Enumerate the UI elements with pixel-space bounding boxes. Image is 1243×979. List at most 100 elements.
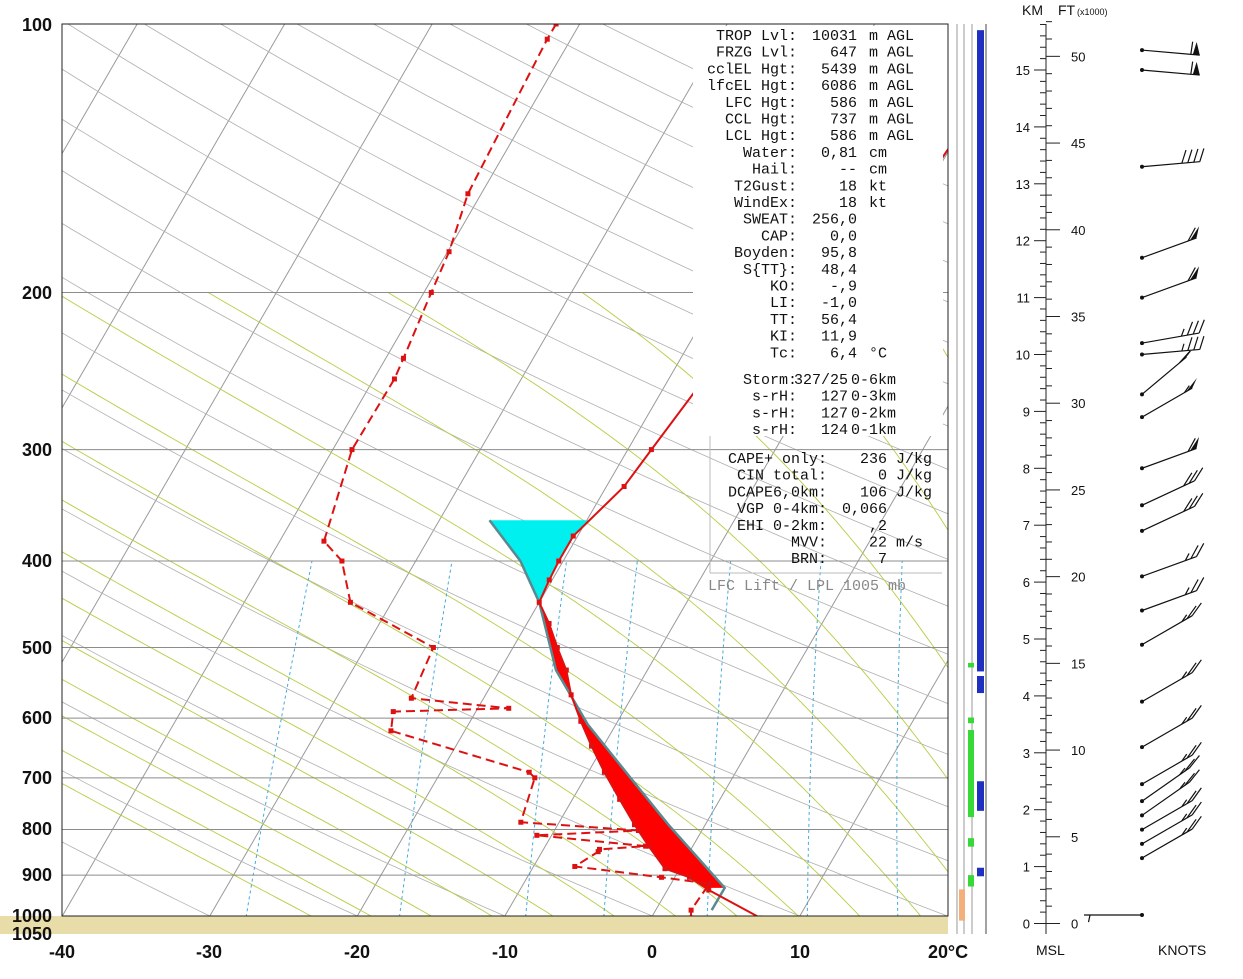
dry-adiabat xyxy=(62,276,948,705)
temp-tick-label: 0 xyxy=(647,942,657,962)
index-value: 127 xyxy=(821,389,848,406)
km-tick-label: 0 xyxy=(1023,917,1030,932)
temperature-point xyxy=(589,743,595,749)
km-axis-title: KM xyxy=(1022,2,1043,18)
index-value: 5439 xyxy=(821,61,857,78)
wind-barb-full xyxy=(1181,149,1187,164)
temperature-axis: -40 -30 -20 -10 0 10 20 °C xyxy=(49,942,968,962)
index-label: SWEAT: xyxy=(743,212,797,229)
mixing-ratio-line xyxy=(603,560,638,916)
temperature-point xyxy=(648,447,654,453)
pressure-tick-label: 800 xyxy=(22,819,52,839)
isotherm-line xyxy=(799,659,948,916)
wind-barb-half xyxy=(1181,716,1188,725)
km-tick-label: 8 xyxy=(1023,461,1030,476)
index-unit: 0-6km xyxy=(851,372,896,389)
wind-barb-full xyxy=(1187,337,1193,351)
wind-barb-full xyxy=(1195,577,1205,592)
wind-barb-shaft xyxy=(1141,480,1195,506)
index-value: ,2 xyxy=(869,518,887,535)
pressure-tick-label: 400 xyxy=(22,551,52,571)
wind-barb-dot xyxy=(1140,782,1144,787)
index-unit: m AGL xyxy=(869,45,914,62)
green-layer-bar xyxy=(968,730,974,818)
index-label: LI: xyxy=(770,295,797,312)
wind-barb-full xyxy=(1184,758,1195,772)
index-label: S{TT}: xyxy=(743,262,797,279)
dewpoint-point xyxy=(658,874,664,880)
index-unit: J/kg xyxy=(896,451,932,468)
wind-barb-half xyxy=(1181,827,1188,836)
km-tick-label: 14 xyxy=(1016,120,1030,135)
isotherm-line xyxy=(1231,24,1243,935)
wind-barb-dot xyxy=(1140,352,1144,357)
temperature-point xyxy=(556,558,562,564)
ft-tick-label: 20 xyxy=(1071,570,1085,585)
index-label: cclEL Hgt: xyxy=(707,61,797,78)
temperature-point xyxy=(536,599,542,605)
ground-fill xyxy=(0,916,948,934)
wind-barb-shaft xyxy=(1141,590,1197,612)
wind-barb-full xyxy=(1186,790,1197,804)
wind-barb-full xyxy=(1190,61,1194,75)
index-unit: kt xyxy=(869,178,887,195)
index-value: 48,4 xyxy=(821,262,857,279)
temperature-point xyxy=(617,796,623,802)
dry-adiabat xyxy=(62,915,64,916)
moist-adiabat xyxy=(907,292,948,359)
index-label: WindEx: xyxy=(734,195,797,212)
wind-barb-full xyxy=(1190,579,1199,594)
index-value: 236 xyxy=(860,451,887,468)
dewpoint-line xyxy=(322,24,712,916)
index-value: 11,9 xyxy=(821,329,857,346)
dewpoint-point xyxy=(572,863,578,869)
dewpoint-point xyxy=(321,538,327,544)
index-value: 6086 xyxy=(821,78,857,95)
index-unit: 0-2km xyxy=(851,405,896,422)
dewpoint-point xyxy=(400,355,406,361)
dewpoint-point xyxy=(391,376,397,382)
pressure-tick-label: 700 xyxy=(22,768,52,788)
wind-barb-full xyxy=(1187,438,1196,452)
index-label: TT: xyxy=(770,312,797,329)
index-label: Boyden: xyxy=(734,245,797,262)
temperature-point xyxy=(706,887,712,893)
wind-barb-full xyxy=(1194,467,1204,482)
wind-barb-half xyxy=(1181,753,1188,762)
wind-barb-shaft xyxy=(1141,828,1193,859)
index-label: s-rH: xyxy=(752,405,797,422)
blue-layer-bar xyxy=(977,30,984,672)
wind-barb-half xyxy=(1184,553,1190,561)
index-value: -- xyxy=(839,162,857,179)
wind-barb-full xyxy=(1187,149,1193,163)
wind-barb-half xyxy=(1181,343,1185,352)
wind-barb-dot xyxy=(1140,415,1144,420)
index-unit: J/kg xyxy=(896,484,932,501)
wind-barb-half xyxy=(1181,671,1188,679)
wind-barb-full xyxy=(1186,804,1197,819)
dewpoint-point xyxy=(518,819,524,825)
wind-barb-dot xyxy=(1140,827,1144,832)
ft-tick-label: 50 xyxy=(1071,49,1085,64)
isotherm-line xyxy=(651,405,948,916)
index-value: 124 xyxy=(821,422,848,439)
blue-layer-bar xyxy=(977,781,984,811)
index-unit: 0-3km xyxy=(851,389,896,406)
wind-barb-dot xyxy=(1140,295,1144,300)
wind-barb-half xyxy=(1181,614,1188,623)
km-tick-label: 4 xyxy=(1023,689,1030,704)
wind-barb-full xyxy=(1191,705,1202,719)
wind-barb-full xyxy=(1189,755,1200,769)
index-value: 127 xyxy=(821,405,848,422)
index-label: T2Gust: xyxy=(734,178,797,195)
index-value: 647 xyxy=(830,45,857,62)
dewpoint-point xyxy=(532,775,538,781)
wind-barb-dot xyxy=(1140,255,1144,260)
index-unit: m AGL xyxy=(869,128,914,145)
index-label: KI: xyxy=(770,329,797,346)
index-label: MVV: xyxy=(791,535,827,552)
wind-barb-full xyxy=(1193,148,1199,163)
wind-barb-full xyxy=(1191,659,1202,673)
temperature-point xyxy=(601,769,607,775)
index-unit: cm xyxy=(869,162,887,179)
